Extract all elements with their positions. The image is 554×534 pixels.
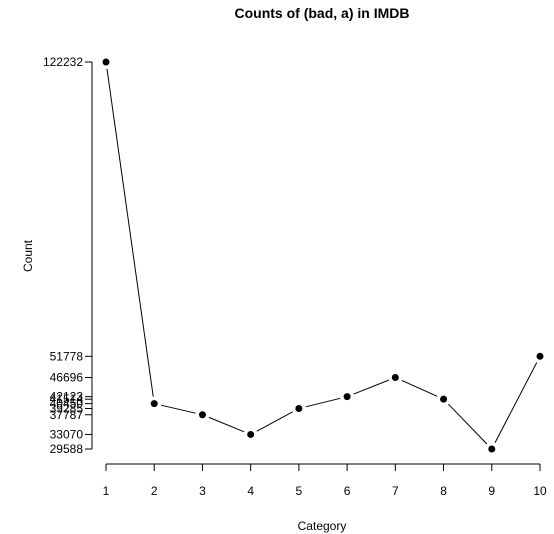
data-point-10 xyxy=(536,352,544,360)
data-point-3 xyxy=(198,411,206,419)
x-tick-label-7: 8 xyxy=(440,484,447,498)
x-axis-label: Category xyxy=(298,519,347,533)
data-point-1 xyxy=(102,58,110,66)
y-tick-label-2: 37787 xyxy=(50,408,84,422)
series-segment-3 xyxy=(208,416,245,433)
series-segment-4 xyxy=(256,411,293,432)
chart-title: Counts of (bad, a) in IMDB xyxy=(235,5,410,21)
x-tick-label-8: 9 xyxy=(488,484,495,498)
x-tick-label-3: 4 xyxy=(247,484,254,498)
series-segment-2 xyxy=(160,404,196,414)
x-tick-label-9: 10 xyxy=(533,484,547,498)
series-group xyxy=(102,58,544,453)
series-segment-9 xyxy=(494,362,538,444)
series-segment-1 xyxy=(106,68,154,397)
y-tick-label-5: 41514 xyxy=(50,392,84,406)
data-point-6 xyxy=(343,393,351,401)
series-segment-8 xyxy=(448,403,488,445)
y-tick-label-9: 122232 xyxy=(43,55,83,69)
y-tick-label-8: 51778 xyxy=(50,349,84,363)
x-axis: 1 2 3 4 5 6 7 8 9 10 xyxy=(103,463,547,498)
y-tick-label-4: 40450 xyxy=(50,397,84,411)
y-axis-label: Count xyxy=(21,239,35,272)
data-point-9 xyxy=(488,445,496,453)
y-tick-label-6: 42123 xyxy=(50,390,84,404)
series-segment-7 xyxy=(401,379,438,397)
x-tick-label-2: 3 xyxy=(199,484,206,498)
x-tick-label-1: 2 xyxy=(151,484,158,498)
y-tick-label-7: 46696 xyxy=(50,371,84,385)
data-point-2 xyxy=(150,400,158,408)
y-tick-label-3: 39285 xyxy=(50,401,84,415)
data-point-4 xyxy=(247,430,255,438)
series-segment-5 xyxy=(305,397,341,408)
series-segment-6 xyxy=(353,379,390,395)
y-tick-label-1: 33070 xyxy=(50,427,84,441)
data-point-7 xyxy=(391,374,399,382)
x-tick-label-6: 7 xyxy=(392,484,399,498)
x-tick-label-0: 1 xyxy=(103,484,110,498)
x-tick-label-5: 6 xyxy=(344,484,351,498)
y-tick-label-0: 29588 xyxy=(50,442,84,456)
x-tick-label-4: 5 xyxy=(296,484,303,498)
data-point-8 xyxy=(440,395,448,403)
data-point-5 xyxy=(295,404,303,412)
